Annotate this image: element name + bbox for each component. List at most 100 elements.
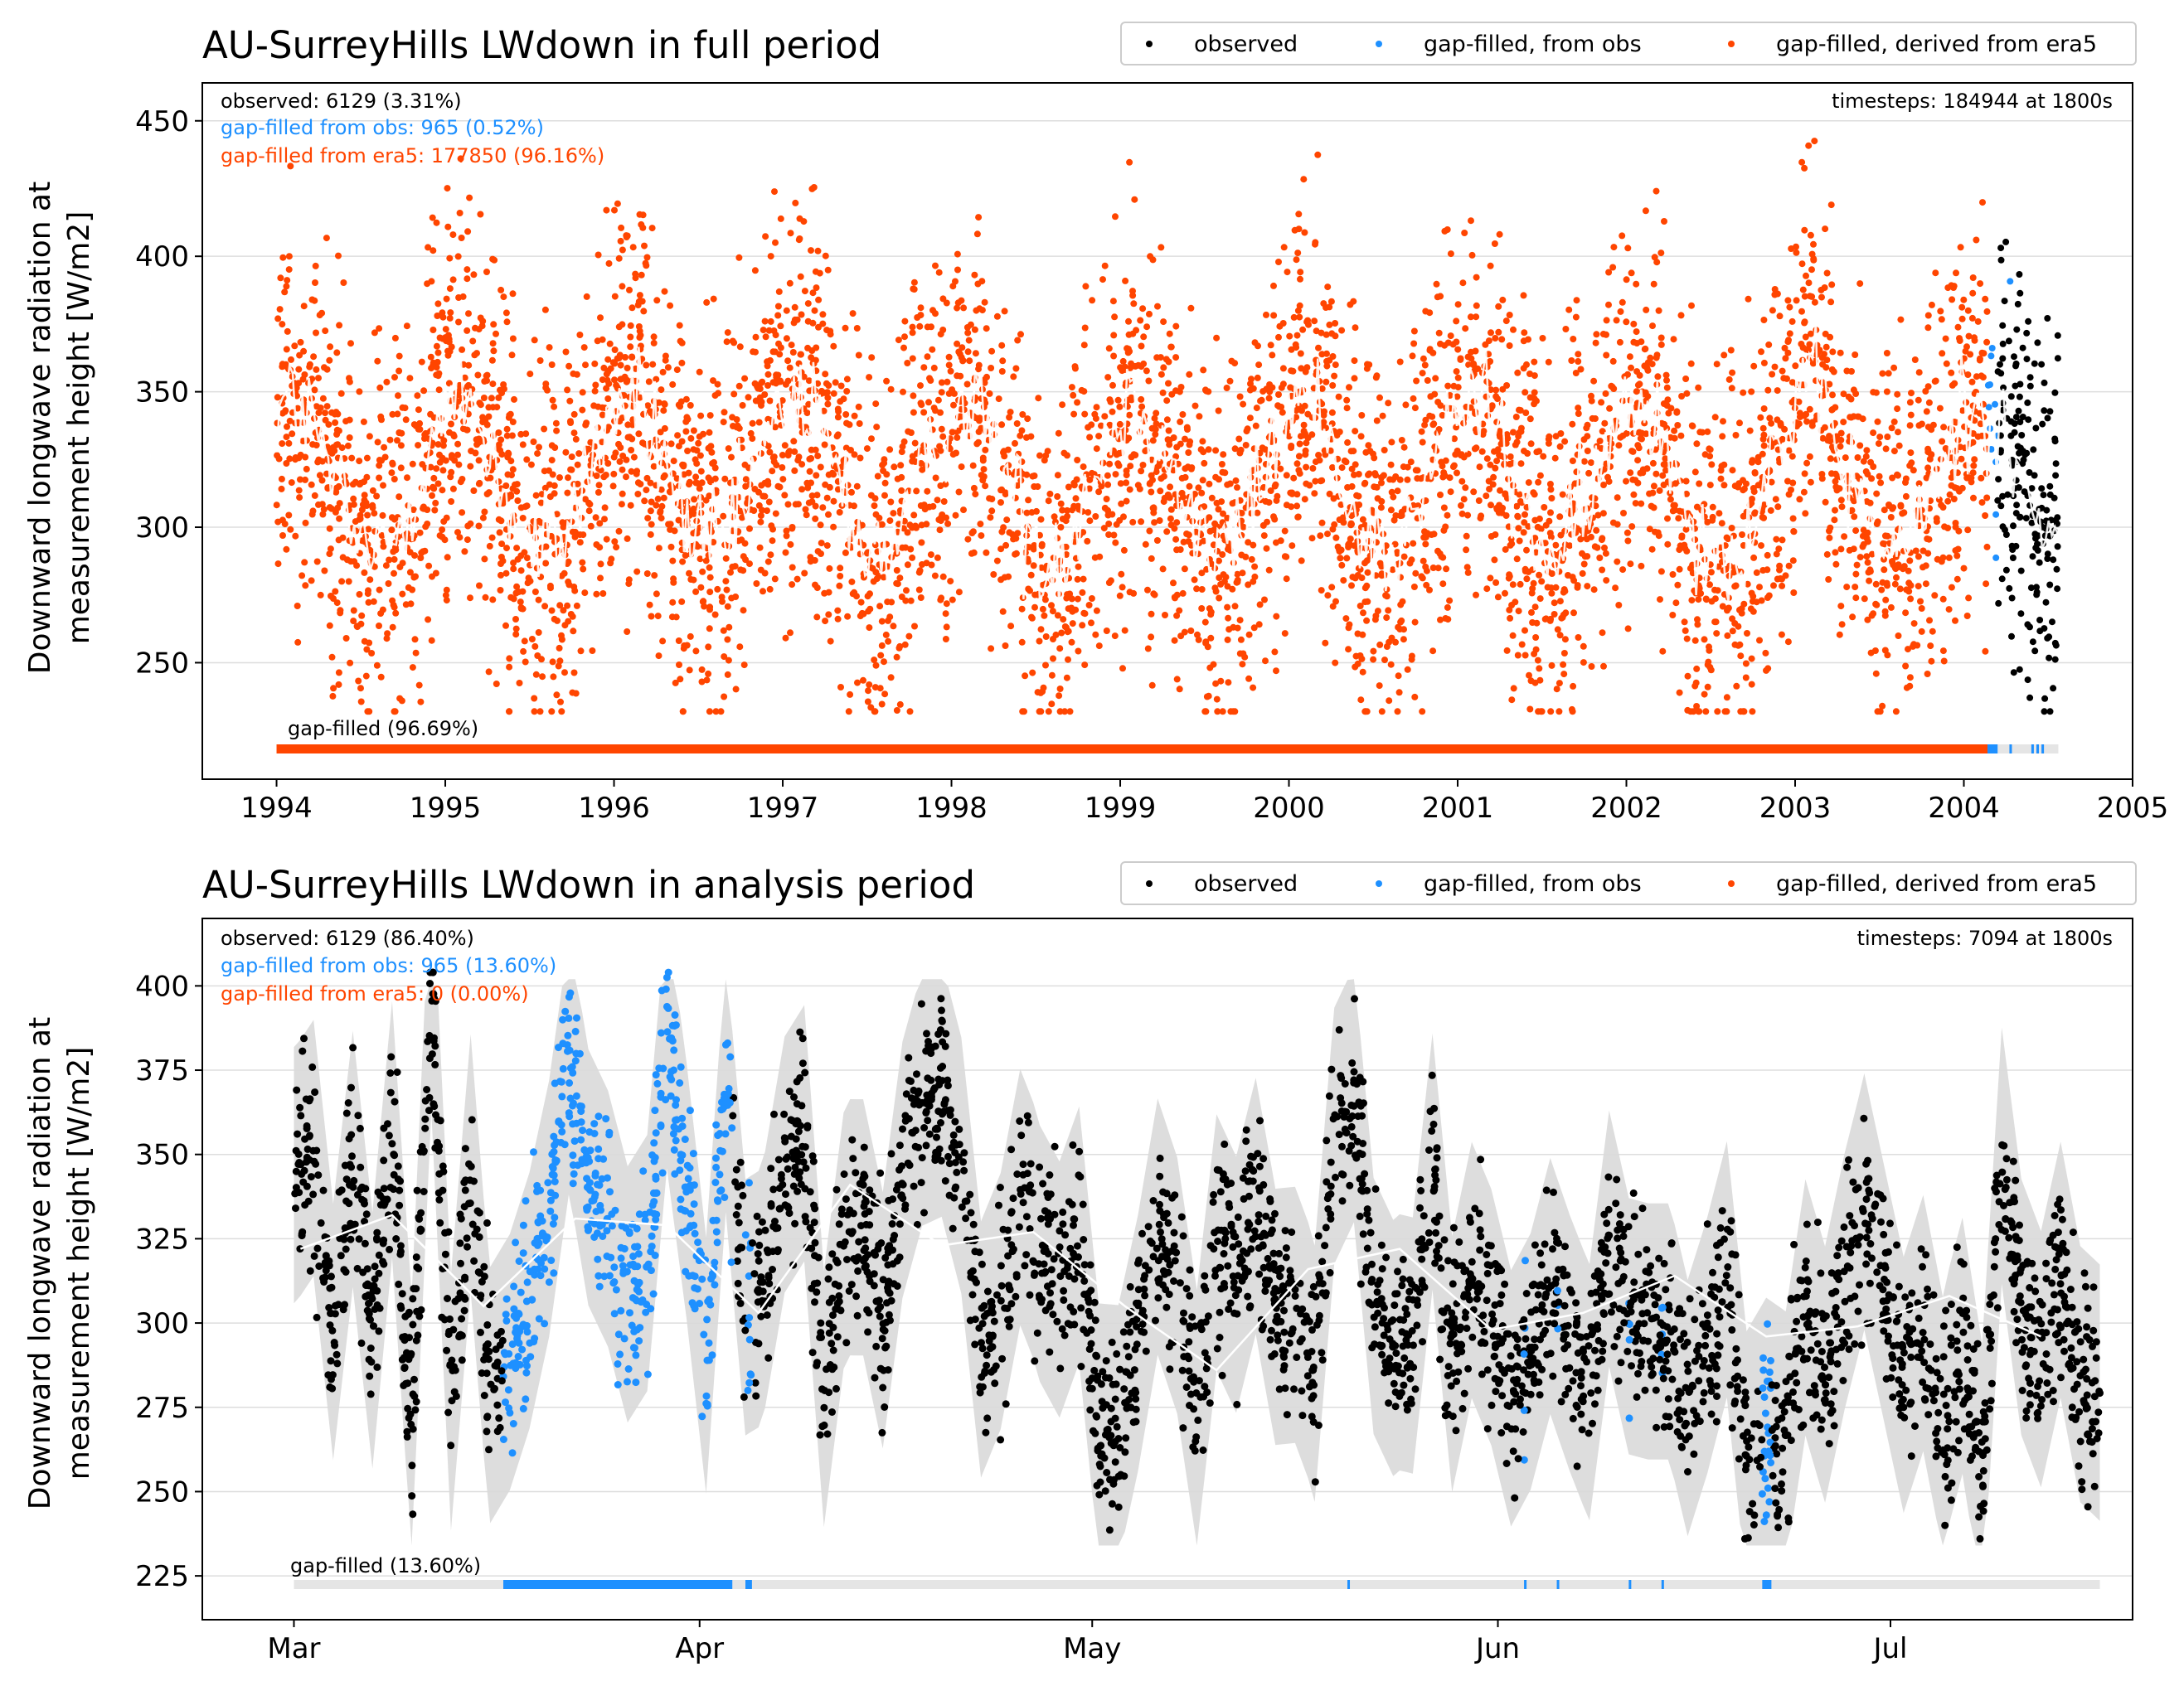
era5-point [1420,574,1426,581]
era5-point [742,462,749,468]
era5-point [1075,564,1082,570]
era5-point [918,594,925,601]
era5-point [1691,683,1698,690]
era5-point [1137,317,1143,324]
era5-point [1803,273,1809,279]
era5-point [503,545,510,551]
era5-point [596,544,603,550]
era5-point [1556,513,1563,520]
era5-point [865,699,871,705]
era5-point [1759,567,1766,574]
era5-point [651,340,658,346]
era5-point [1733,583,1740,589]
era5-point [322,409,328,416]
era5-point [1409,556,1415,563]
era5-point [1294,460,1301,467]
era5-point [1614,521,1621,528]
era5-point [1619,232,1625,239]
era5-point [1478,512,1484,519]
era5-point [440,443,447,449]
era5-point [1982,648,1988,655]
era5-point [1291,314,1298,321]
era5-point [498,451,505,458]
era5-point [818,540,825,546]
era5-point [1761,405,1768,412]
era5-point [910,392,916,399]
era5-point [1029,670,1036,676]
era5-point [1535,479,1541,486]
era5-point [772,575,779,582]
era5-point [1336,394,1342,400]
era5-point [1301,230,1308,236]
era5-point [433,465,439,472]
era5-point [1424,377,1431,384]
era5-point [781,492,788,498]
observed-point [2041,695,2048,702]
era5-point [868,354,875,361]
era5-point [1588,534,1594,540]
era5-point [1642,346,1648,352]
era5-point [644,254,651,261]
era5-point [1581,458,1588,465]
era5-point [844,613,851,620]
era5-point [1266,567,1273,574]
era5-point [1110,298,1117,304]
era5-point [444,296,450,303]
era5-point [1202,640,1209,647]
era5-point [983,325,990,332]
era5-point [1799,260,1806,267]
era5-point [883,471,890,477]
era5-point [1615,602,1622,608]
era5-point [846,708,852,715]
era5-point [444,587,450,594]
era5-point [1426,587,1433,594]
era5-point [1109,382,1116,389]
era5-point [1531,395,1538,402]
era5-point [1064,675,1070,681]
era5-point [1725,605,1732,612]
era5-point [1669,612,1676,618]
era5-point [1882,608,1889,615]
era5-point [934,555,941,561]
era5-point [1842,454,1849,461]
era5-point [1102,263,1109,269]
era5-point [629,304,635,311]
era5-point [1596,555,1603,561]
era5-point [1861,541,1867,548]
era5-point [1201,708,1208,715]
era5-point [1219,469,1225,476]
era5-point [1150,504,1157,511]
era5-point [792,200,798,206]
era5-point [509,433,516,439]
era5-point [1926,400,1933,406]
era5-point [403,416,410,423]
era5-point [1346,540,1352,547]
era5-point [1324,592,1331,598]
era5-point [1673,409,1680,416]
era5-point [1429,414,1435,420]
era5-point [410,574,417,581]
era5-point [1890,365,1897,371]
era5-point [361,569,367,576]
era5-point [1718,476,1725,482]
era5-point [929,346,935,353]
era5-point [1176,608,1182,614]
era5-point [584,293,590,300]
era5-point [390,549,396,555]
era5-point [329,450,336,457]
era5-point [1930,422,1937,429]
era5-point [1978,372,1985,379]
era5-point [1874,521,1881,527]
era5-point [1173,444,1180,451]
observed-point [2013,501,2020,508]
era5-point [756,419,763,426]
era5-point [1630,321,1637,327]
era5-point [1199,438,1206,444]
era5-point [455,319,462,326]
era5-point [1420,558,1427,564]
era5-point [533,671,540,678]
era5-point [1789,318,1796,325]
era5-point [983,550,989,556]
era5-point [585,500,592,506]
era5-point [1751,511,1758,517]
